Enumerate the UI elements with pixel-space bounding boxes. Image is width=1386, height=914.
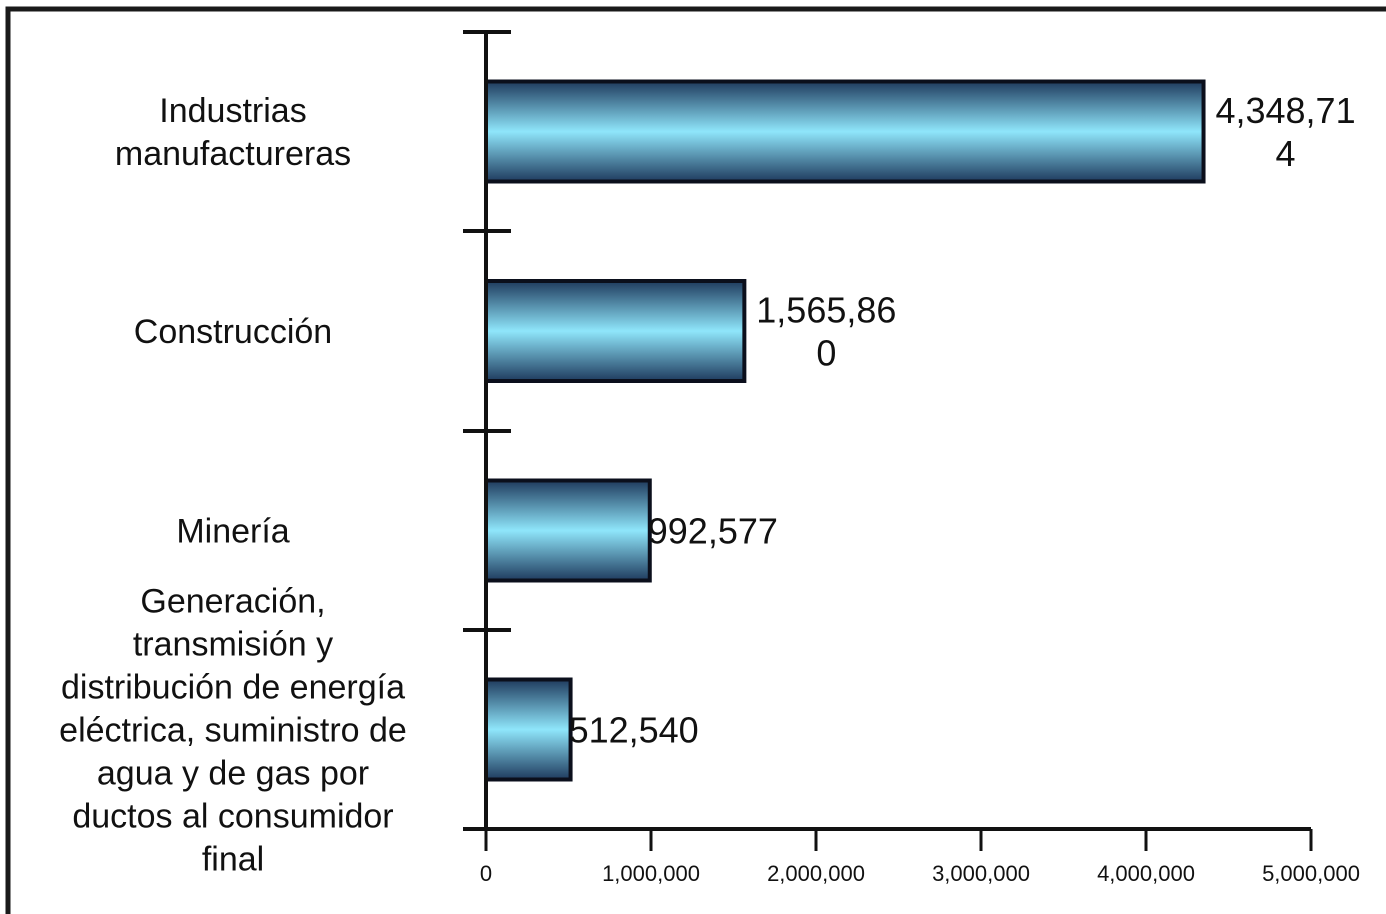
bar-1 xyxy=(484,79,1206,184)
category-label-1: Industrias manufactureras xyxy=(115,92,351,173)
bar-4 xyxy=(484,677,573,782)
x-tick-label-6: 5,000,000 xyxy=(1262,861,1360,886)
bar-2 xyxy=(484,279,747,383)
axis-layer xyxy=(463,30,1313,851)
x-tick-label-1: 0 xyxy=(480,861,492,886)
category-label-4: Generación, transmisión y distribución de … xyxy=(59,583,407,879)
data-label-2: 1,565,86 0 xyxy=(756,290,896,374)
data-label-4: 512,540 xyxy=(569,710,699,751)
x-tick-label-3: 2,000,000 xyxy=(767,861,865,886)
x-tick-label-5: 4,000,000 xyxy=(1097,861,1195,886)
data-label-1: 4,348,71 4 xyxy=(1215,90,1355,174)
x-tick-label-4: 3,000,000 xyxy=(932,861,1030,886)
category-label-2: Construcción xyxy=(134,313,332,351)
data-label-3: 992,577 xyxy=(648,511,778,552)
category-label-3: Minería xyxy=(176,513,289,551)
bar-3 xyxy=(484,478,652,583)
x-tick-label-2: 1,000,000 xyxy=(602,861,700,886)
labels-layer: Industrias manufactureras 4,348,71 4 Constru… xyxy=(59,90,1360,886)
